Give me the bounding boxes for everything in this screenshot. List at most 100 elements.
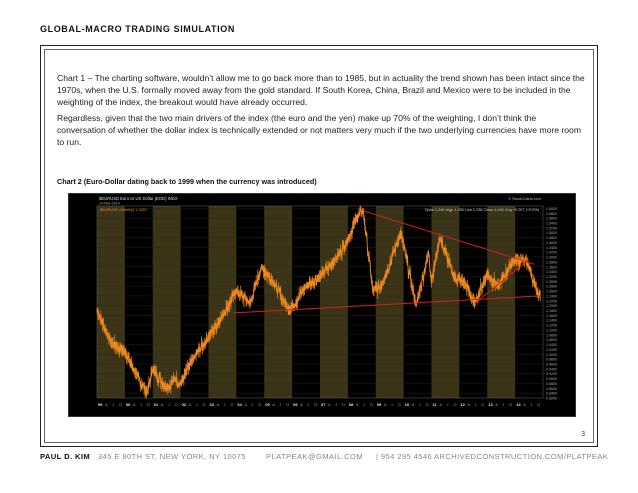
year-shade-band <box>208 206 237 398</box>
x-tick-label: A <box>328 402 331 407</box>
trendline <box>474 259 530 304</box>
year-shade-band <box>152 206 181 398</box>
y-tick-label: 1.3800 <box>546 260 557 264</box>
x-tick-label: 04 <box>237 402 242 407</box>
x-tick-label: 08 <box>349 402 354 407</box>
y-tick-label: 0.9800 <box>546 358 557 362</box>
x-tick-label: O <box>230 402 233 407</box>
x-tick-label: O <box>119 402 122 407</box>
trendline <box>233 295 541 314</box>
y-tick-label: 1.4000 <box>546 256 557 260</box>
x-tick-label: O <box>258 402 261 407</box>
y-tick-label: 1.4400 <box>546 246 557 250</box>
y-tick-label: 1.1400 <box>546 319 557 323</box>
y-tick-label: 1.0800 <box>546 333 557 337</box>
x-tick-label: J <box>446 402 448 407</box>
x-tick-label: J <box>196 402 198 407</box>
y-tick-label: 1.0000 <box>546 353 557 357</box>
page-frame: Chart 1 – The charting software, wouldn’… <box>40 45 598 447</box>
chart-svg: 1.60001.58001.56001.54001.52001.50001.48… <box>96 196 557 407</box>
y-tick-label: 1.1000 <box>546 328 557 332</box>
x-tick-label: 03 <box>210 402 215 407</box>
footer-email: PLATPEAK@GMAIL.COM <box>266 452 364 461</box>
price-line <box>96 208 541 395</box>
x-tick-label: A <box>189 402 192 407</box>
year-shade-band <box>264 206 293 398</box>
x-tick-label: 01 <box>154 402 159 407</box>
x-tick-label: O <box>509 402 512 407</box>
y-tick-label: 0.9000 <box>546 377 557 381</box>
y-tick-label: 1.5600 <box>546 217 557 221</box>
x-tick-label: J <box>279 402 281 407</box>
chart-legend: $EURUSD (Weekly) 1.2452 <box>100 208 147 212</box>
x-tick-label: O <box>481 402 484 407</box>
x-tick-label: O <box>175 402 178 407</box>
x-tick-label: A <box>412 402 415 407</box>
x-tick-label: 14 <box>516 402 521 407</box>
y-tick-label: 1.6000 <box>546 207 557 211</box>
year-shade-band <box>97 206 125 398</box>
y-tick-label: 1.1200 <box>546 324 557 328</box>
year-shade-band <box>487 206 516 398</box>
paragraph-chart1-note: Chart 1 – The charting software, wouldn’… <box>57 73 585 107</box>
body-text: Chart 1 – The charting software, wouldn’… <box>57 72 587 152</box>
x-tick-label: 10 <box>405 402 410 407</box>
y-tick-label: 1.0400 <box>546 343 557 347</box>
chart-watermark: © StockCharts.com <box>508 197 541 201</box>
trendline <box>363 210 535 265</box>
chart-caption: Chart 2 (Euro-Dollar dating back to 1999… <box>57 177 317 186</box>
x-tick-label: 05 <box>265 402 270 407</box>
x-tick-label: J <box>419 402 421 407</box>
x-tick-label: O <box>314 402 317 407</box>
x-tick-label: J <box>140 402 142 407</box>
x-tick-label: 11 <box>433 402 438 407</box>
x-tick-label: 07 <box>321 402 326 407</box>
y-tick-label: 1.0200 <box>546 348 557 352</box>
y-tick-label: 1.0600 <box>546 338 557 342</box>
y-tick-label: 0.9200 <box>546 372 557 376</box>
y-tick-label: 1.3600 <box>546 265 557 269</box>
y-tick-label: 1.2400 <box>546 294 557 298</box>
x-tick-label: 13 <box>488 402 493 407</box>
price-readout: Open 1.248 High 1.256 Low 1.236 Close 1.… <box>425 208 540 212</box>
x-tick-label: J <box>168 402 170 407</box>
y-tick-label: 1.2600 <box>546 290 557 294</box>
footer-address: 345 E 80TH ST, NEW YORK, NY 10075 <box>98 452 246 461</box>
x-tick-label: A <box>216 402 219 407</box>
x-tick-label: J <box>335 402 337 407</box>
page-number: 3 <box>581 431 585 438</box>
x-tick-label: A <box>105 402 108 407</box>
y-tick-label: 1.2200 <box>546 299 557 303</box>
y-tick-label: 1.4600 <box>546 241 557 245</box>
x-tick-label: 99 <box>98 402 103 407</box>
paragraph-drivers: Regardless, given that the two main driv… <box>57 113 582 147</box>
x-tick-label: J <box>223 402 225 407</box>
y-tick-label: 1.3000 <box>546 280 557 284</box>
y-tick-label: 0.8800 <box>546 382 557 386</box>
x-tick-label: 00 <box>126 402 131 407</box>
x-tick-label: O <box>203 402 206 407</box>
page-inner-border: Chart 1 – The charting software, wouldn’… <box>44 49 594 443</box>
y-tick-label: 0.9400 <box>546 367 557 371</box>
x-tick-label: A <box>161 402 164 407</box>
x-tick-label: A <box>523 402 526 407</box>
x-tick-label: O <box>286 402 289 407</box>
chart-date: 14-Nov-2014 <box>99 202 120 206</box>
document-header: GLOBAL-MACRO TRADING SIMULATION <box>40 24 235 34</box>
x-tick-label: J <box>112 402 114 407</box>
footer-phone: | 954 295 4546 <box>376 452 433 461</box>
y-tick-label: 1.5800 <box>546 212 557 216</box>
euro-dollar-chart: 1.6000 1.5800 1.5600 1.5400 1.5200 1.5000 1.48… <box>68 193 576 417</box>
document-footer: PAUL D. KIM 345 E 80TH ST, NEW YORK, NY … <box>40 452 608 464</box>
x-tick-label: A <box>467 402 470 407</box>
y-tick-label: 1.1800 <box>546 309 557 313</box>
x-tick-label: A <box>272 402 275 407</box>
y-tick-label: 0.8600 <box>546 387 557 391</box>
x-tick-label: J <box>502 402 504 407</box>
y-tick-label: 0.9600 <box>546 362 557 366</box>
x-tick-label: O <box>426 402 429 407</box>
x-tick-label: 02 <box>182 402 187 407</box>
plot-area <box>96 205 544 399</box>
y-tick-label: 1.5200 <box>546 226 557 230</box>
x-tick-label: O <box>342 402 345 407</box>
